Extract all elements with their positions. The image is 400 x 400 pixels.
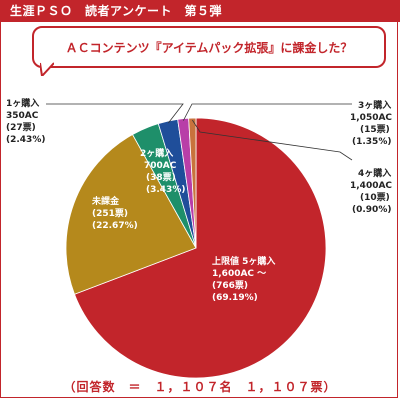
slice-one-percent: (2.43%)	[6, 135, 46, 145]
slice-two-percent: (3.43%)	[146, 185, 186, 195]
slice-four-votes: (10票)	[360, 193, 390, 203]
slice-label-two: 2ヶ購入 700AC (38票) (3.43%)	[140, 148, 185, 196]
slice-label-upper: 上限値 5ヶ購入 1,600AC ～ (766票) (69.19%)	[212, 256, 275, 304]
slice-one-price: 350AC	[6, 111, 39, 121]
slice-upper-name: 上限値 5ヶ購入	[212, 257, 276, 267]
slice-two-votes: (38票)	[146, 173, 176, 183]
question-bubble: ＡＣコンテンツ『アイテムパック拡張』に課金した？	[32, 26, 386, 68]
slice-three-votes: (15票)	[360, 125, 390, 135]
slice-unpaid-name: 未課金	[92, 197, 120, 207]
leader-line-four	[192, 119, 353, 161]
slice-three-percent: (1.35%)	[352, 137, 392, 147]
slice-three-name: 3ヶ購入	[358, 101, 392, 111]
slice-three-price: 1,050AC	[350, 113, 393, 123]
slice-label-four: 4ヶ購入 1,400AC (10票) (0.90%)	[350, 168, 392, 216]
slice-four-name: 4ヶ購入	[358, 169, 392, 179]
slice-four-wedge	[188, 117, 197, 249]
slice-upper-votes: (766票)	[212, 281, 249, 291]
slice-four-percent: (0.90%)	[352, 205, 392, 215]
bubble-tail-icon	[40, 62, 54, 76]
header-title: 生涯ＰＳＯ 読者アンケート 第５弾	[10, 4, 223, 18]
leader-line-one	[46, 103, 184, 124]
slice-upper-percent: (69.19%)	[212, 293, 258, 303]
slice-upper-price: 1,600AC ～	[212, 269, 267, 279]
slice-one-votes: (27票)	[6, 123, 36, 133]
slice-label-one: 1ヶ購入 350AC (27票) (2.43%)	[6, 98, 45, 146]
slice-label-unpaid: 未課金 (251票) (22.67%)	[92, 196, 138, 232]
slice-upper-wedge	[73, 117, 327, 379]
slice-label-three: 3ヶ購入 1,050AC (15票) (1.35%)	[350, 100, 392, 148]
slice-unpaid-wedge	[65, 133, 197, 295]
total-responses: （回答数 ＝ １，１０７名 １，１０７票）	[63, 380, 337, 394]
page-header: 生涯ＰＳＯ 読者アンケート 第５弾	[0, 0, 400, 22]
slice-two-price: 700AC	[144, 161, 177, 171]
slice-unpaid-votes: (251票)	[92, 209, 129, 219]
leader-line-three	[182, 103, 352, 121]
slice-four-price: 1,400AC	[350, 181, 393, 191]
slice-two-name: 2ヶ購入	[140, 149, 174, 159]
slice-unpaid-percent: (22.67%)	[92, 221, 138, 231]
question-text: ＡＣコンテンツ『アイテムパック拡張』に課金した？	[65, 40, 353, 55]
slice-one-name: 1ヶ購入	[6, 99, 40, 109]
